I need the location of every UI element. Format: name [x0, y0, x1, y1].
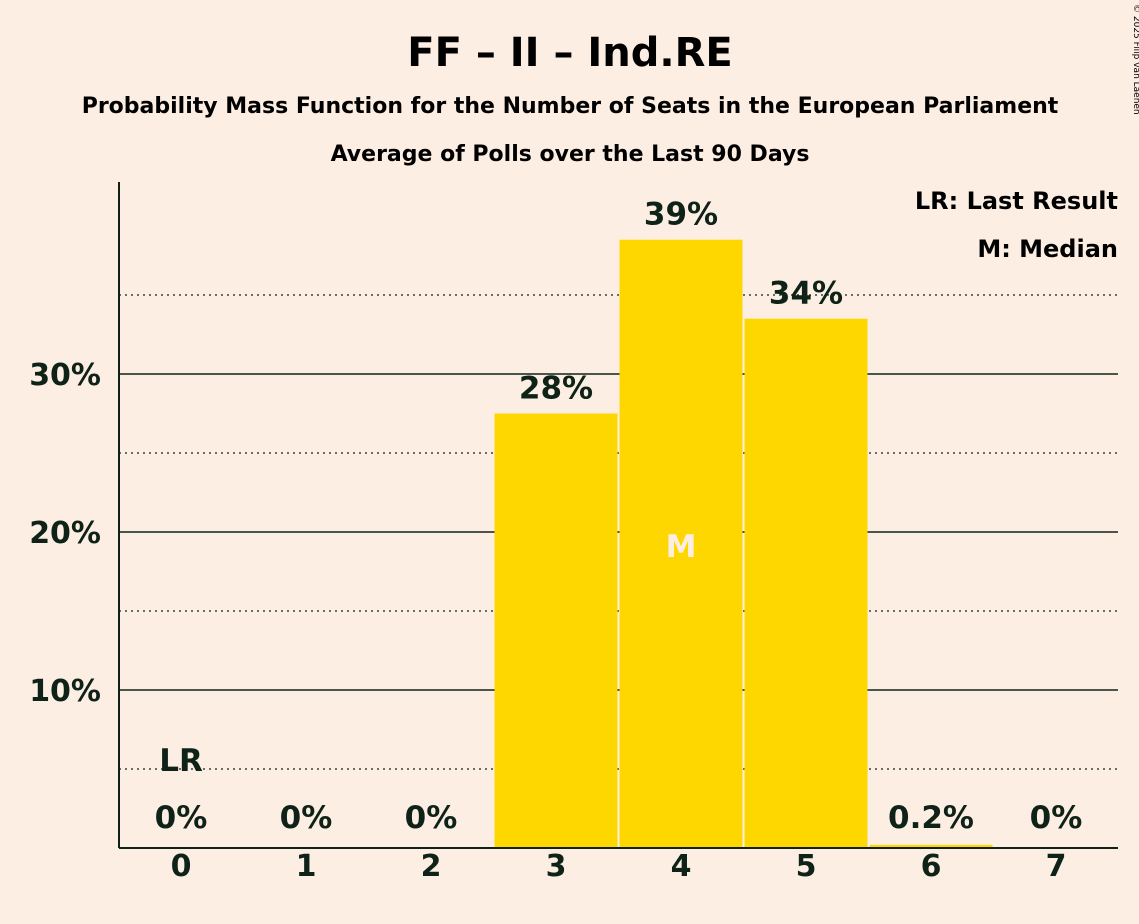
value-label-5: 34%: [769, 276, 843, 312]
value-label-7: 0%: [1030, 800, 1083, 836]
value-label-3: 28%: [519, 371, 593, 407]
bar-4: [619, 239, 743, 848]
bar-3: [494, 413, 618, 848]
chart-subtitle-2: Average of Polls over the Last 90 Days: [331, 142, 810, 167]
y-tick-label: 30%: [29, 358, 101, 393]
x-tick-label: 4: [671, 849, 692, 884]
value-label-1: 0%: [280, 800, 333, 836]
bar-5: [744, 318, 868, 848]
bars: [494, 239, 993, 848]
chart-subtitle: Probability Mass Function for the Number…: [82, 94, 1059, 119]
gridlines: [119, 294, 1118, 770]
y-tick-label: 20%: [29, 516, 101, 551]
axes: 10% 20% 30% 0 1 2 3 4 5 6 7: [29, 182, 1118, 884]
legend-last-result: LR: Last Result: [915, 187, 1118, 215]
x-tick-label: 6: [921, 849, 942, 884]
last-result-marker: LR: [159, 743, 203, 779]
x-tick-label: 1: [296, 849, 317, 884]
x-tick-label: 2: [421, 849, 442, 884]
value-label-2: 0%: [405, 800, 458, 836]
bar-6: [869, 844, 993, 848]
value-label-6: 0.2%: [888, 800, 974, 836]
legend-median: M: Median: [977, 235, 1118, 263]
x-tick-label: 3: [546, 849, 567, 884]
value-label-0: 0%: [155, 800, 208, 836]
x-tick-label: 0: [171, 849, 192, 884]
bar-labels: 0% 0% 0% 28% 39% 34% 0.2% 0% LR M: [155, 197, 1083, 836]
value-label-4: 39%: [644, 197, 718, 233]
copyright: © 2025 Filip van Laenen: [1131, 4, 1139, 115]
median-marker: M: [666, 529, 697, 565]
y-tick-label: 10%: [29, 674, 101, 709]
x-tick-label: 5: [796, 849, 817, 884]
chart-title: FF – II – Ind.RE: [407, 30, 732, 76]
x-tick-label: 7: [1046, 849, 1067, 884]
